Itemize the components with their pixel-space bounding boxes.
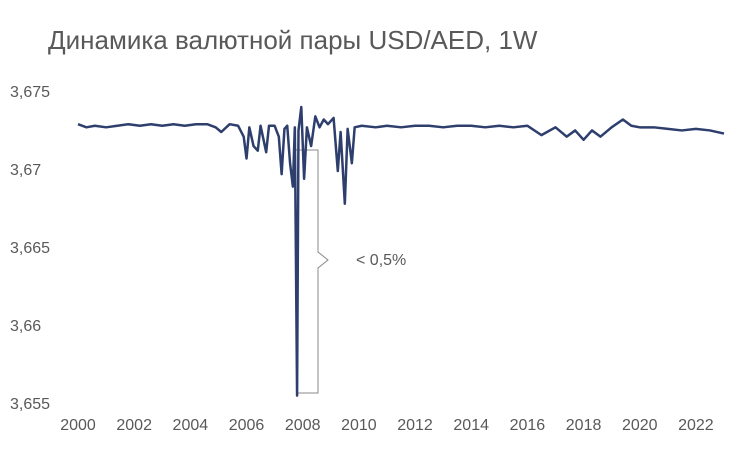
y-tick-label: 3,66 (10, 318, 41, 335)
y-tick-label: 3,67 (10, 162, 41, 179)
x-tick-label: 2002 (116, 417, 152, 434)
y-tick-label: 3,665 (10, 240, 50, 257)
x-tick-label: 2012 (397, 417, 433, 434)
x-tick-label: 2008 (285, 417, 321, 434)
y-tick-label: 3,675 (10, 84, 50, 101)
annotation: < 0,5% (356, 252, 406, 269)
x-tick-label: 2022 (678, 417, 714, 434)
x-tick-label: 2014 (453, 417, 489, 434)
x-tick-label: 2006 (229, 417, 265, 434)
price-line (77, 105, 725, 397)
x-tick-label: 2016 (510, 417, 546, 434)
annotation-bracket (296, 149, 329, 394)
x-tick-label: 2004 (173, 417, 209, 434)
x-tick-label: 2018 (566, 417, 602, 434)
x-tick-label: 2000 (60, 417, 96, 434)
x-tick-label: 2020 (622, 417, 658, 434)
y-tick-label: 3,655 (10, 396, 50, 413)
chart-title: Динамика валютной пары USD/AED, 1W (48, 25, 538, 55)
x-tick-label: 2010 (341, 417, 377, 434)
